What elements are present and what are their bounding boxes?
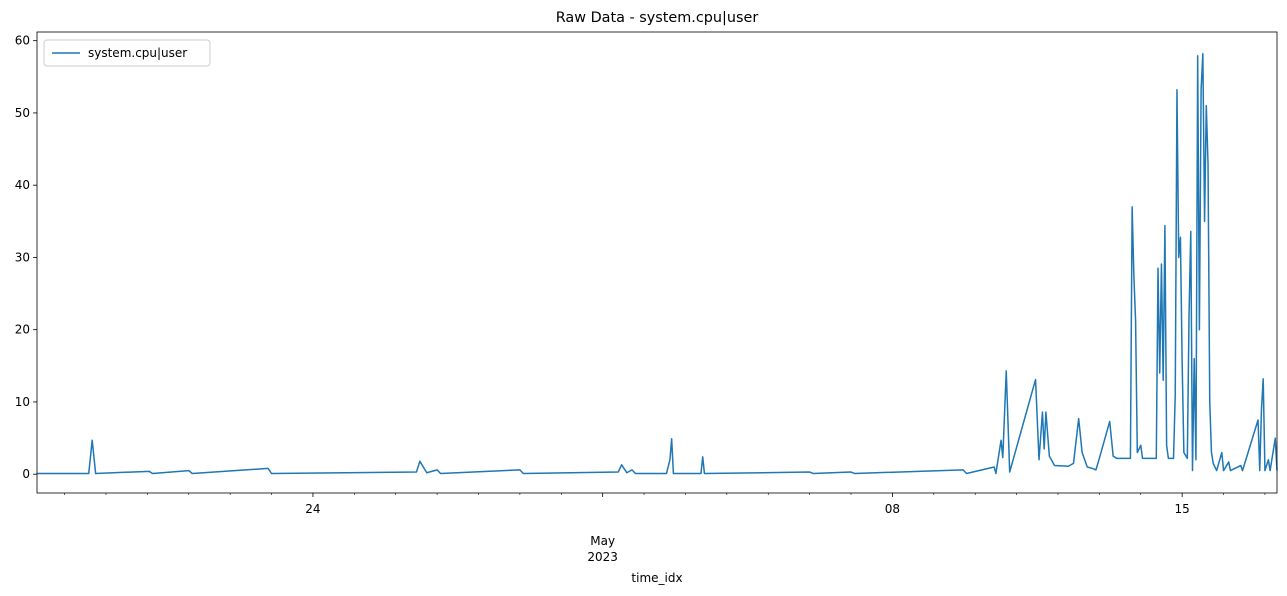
legend-box	[43, 39, 211, 67]
x-axis-label: time_idx	[631, 571, 682, 585]
line-series	[37, 52, 1278, 475]
x-tick-label: 15	[1175, 502, 1190, 516]
y-tick-label: 60	[15, 34, 30, 48]
y-tick-label: 50	[15, 106, 30, 120]
y-tick-label: 30	[15, 250, 30, 264]
y-tick-label: 40	[15, 178, 30, 192]
y-tick-label: 0	[22, 467, 30, 481]
plot-frame	[36, 31, 1278, 494]
x-tick-label: May 2023	[587, 534, 618, 564]
y-tick-label: 20	[15, 323, 30, 337]
x-tick-label: 08	[885, 502, 900, 516]
x-tick-label: 24	[305, 502, 320, 516]
chart-title: Raw Data - system.cpu|user	[556, 10, 759, 26]
y-tick-label: 10	[15, 395, 30, 409]
legend: system.cpu|user	[43, 39, 211, 67]
legend-label: system.cpu|user	[88, 46, 187, 60]
